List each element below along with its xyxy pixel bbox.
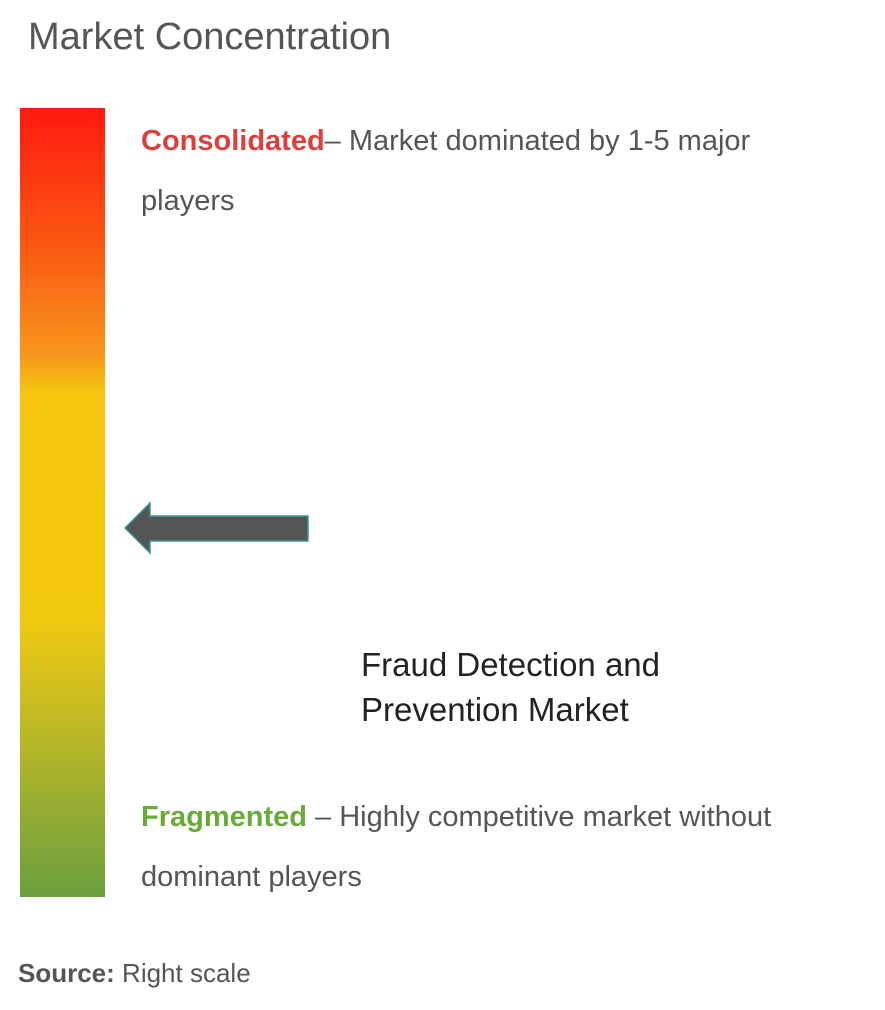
consolidated-label: Consolidated [141, 125, 325, 157]
source: Source: Right scale [18, 958, 251, 989]
consolidated-note: Consolidated– Market dominated by 1-5 ma… [141, 111, 851, 231]
market-name-line: Fraud Detection and [361, 646, 661, 683]
position-arrow [123, 501, 309, 555]
consolidated-description: – Market dominated by 1-5 major players [141, 125, 751, 217]
fragmented-label: Fragmented [141, 801, 307, 833]
title: Market Concentration [28, 16, 392, 58]
concentration-scale [20, 108, 105, 897]
fragmented-description: – Highly competitive market without domi… [141, 801, 772, 893]
fragmented-note: Fragmented – Highly competitive market w… [141, 787, 851, 907]
source-label: Source: [18, 958, 115, 988]
market-name: Fraud Detection and Prevention Market [361, 642, 660, 732]
market-name-line: Prevention Market [361, 691, 629, 728]
source-text: Right scale [114, 958, 251, 988]
